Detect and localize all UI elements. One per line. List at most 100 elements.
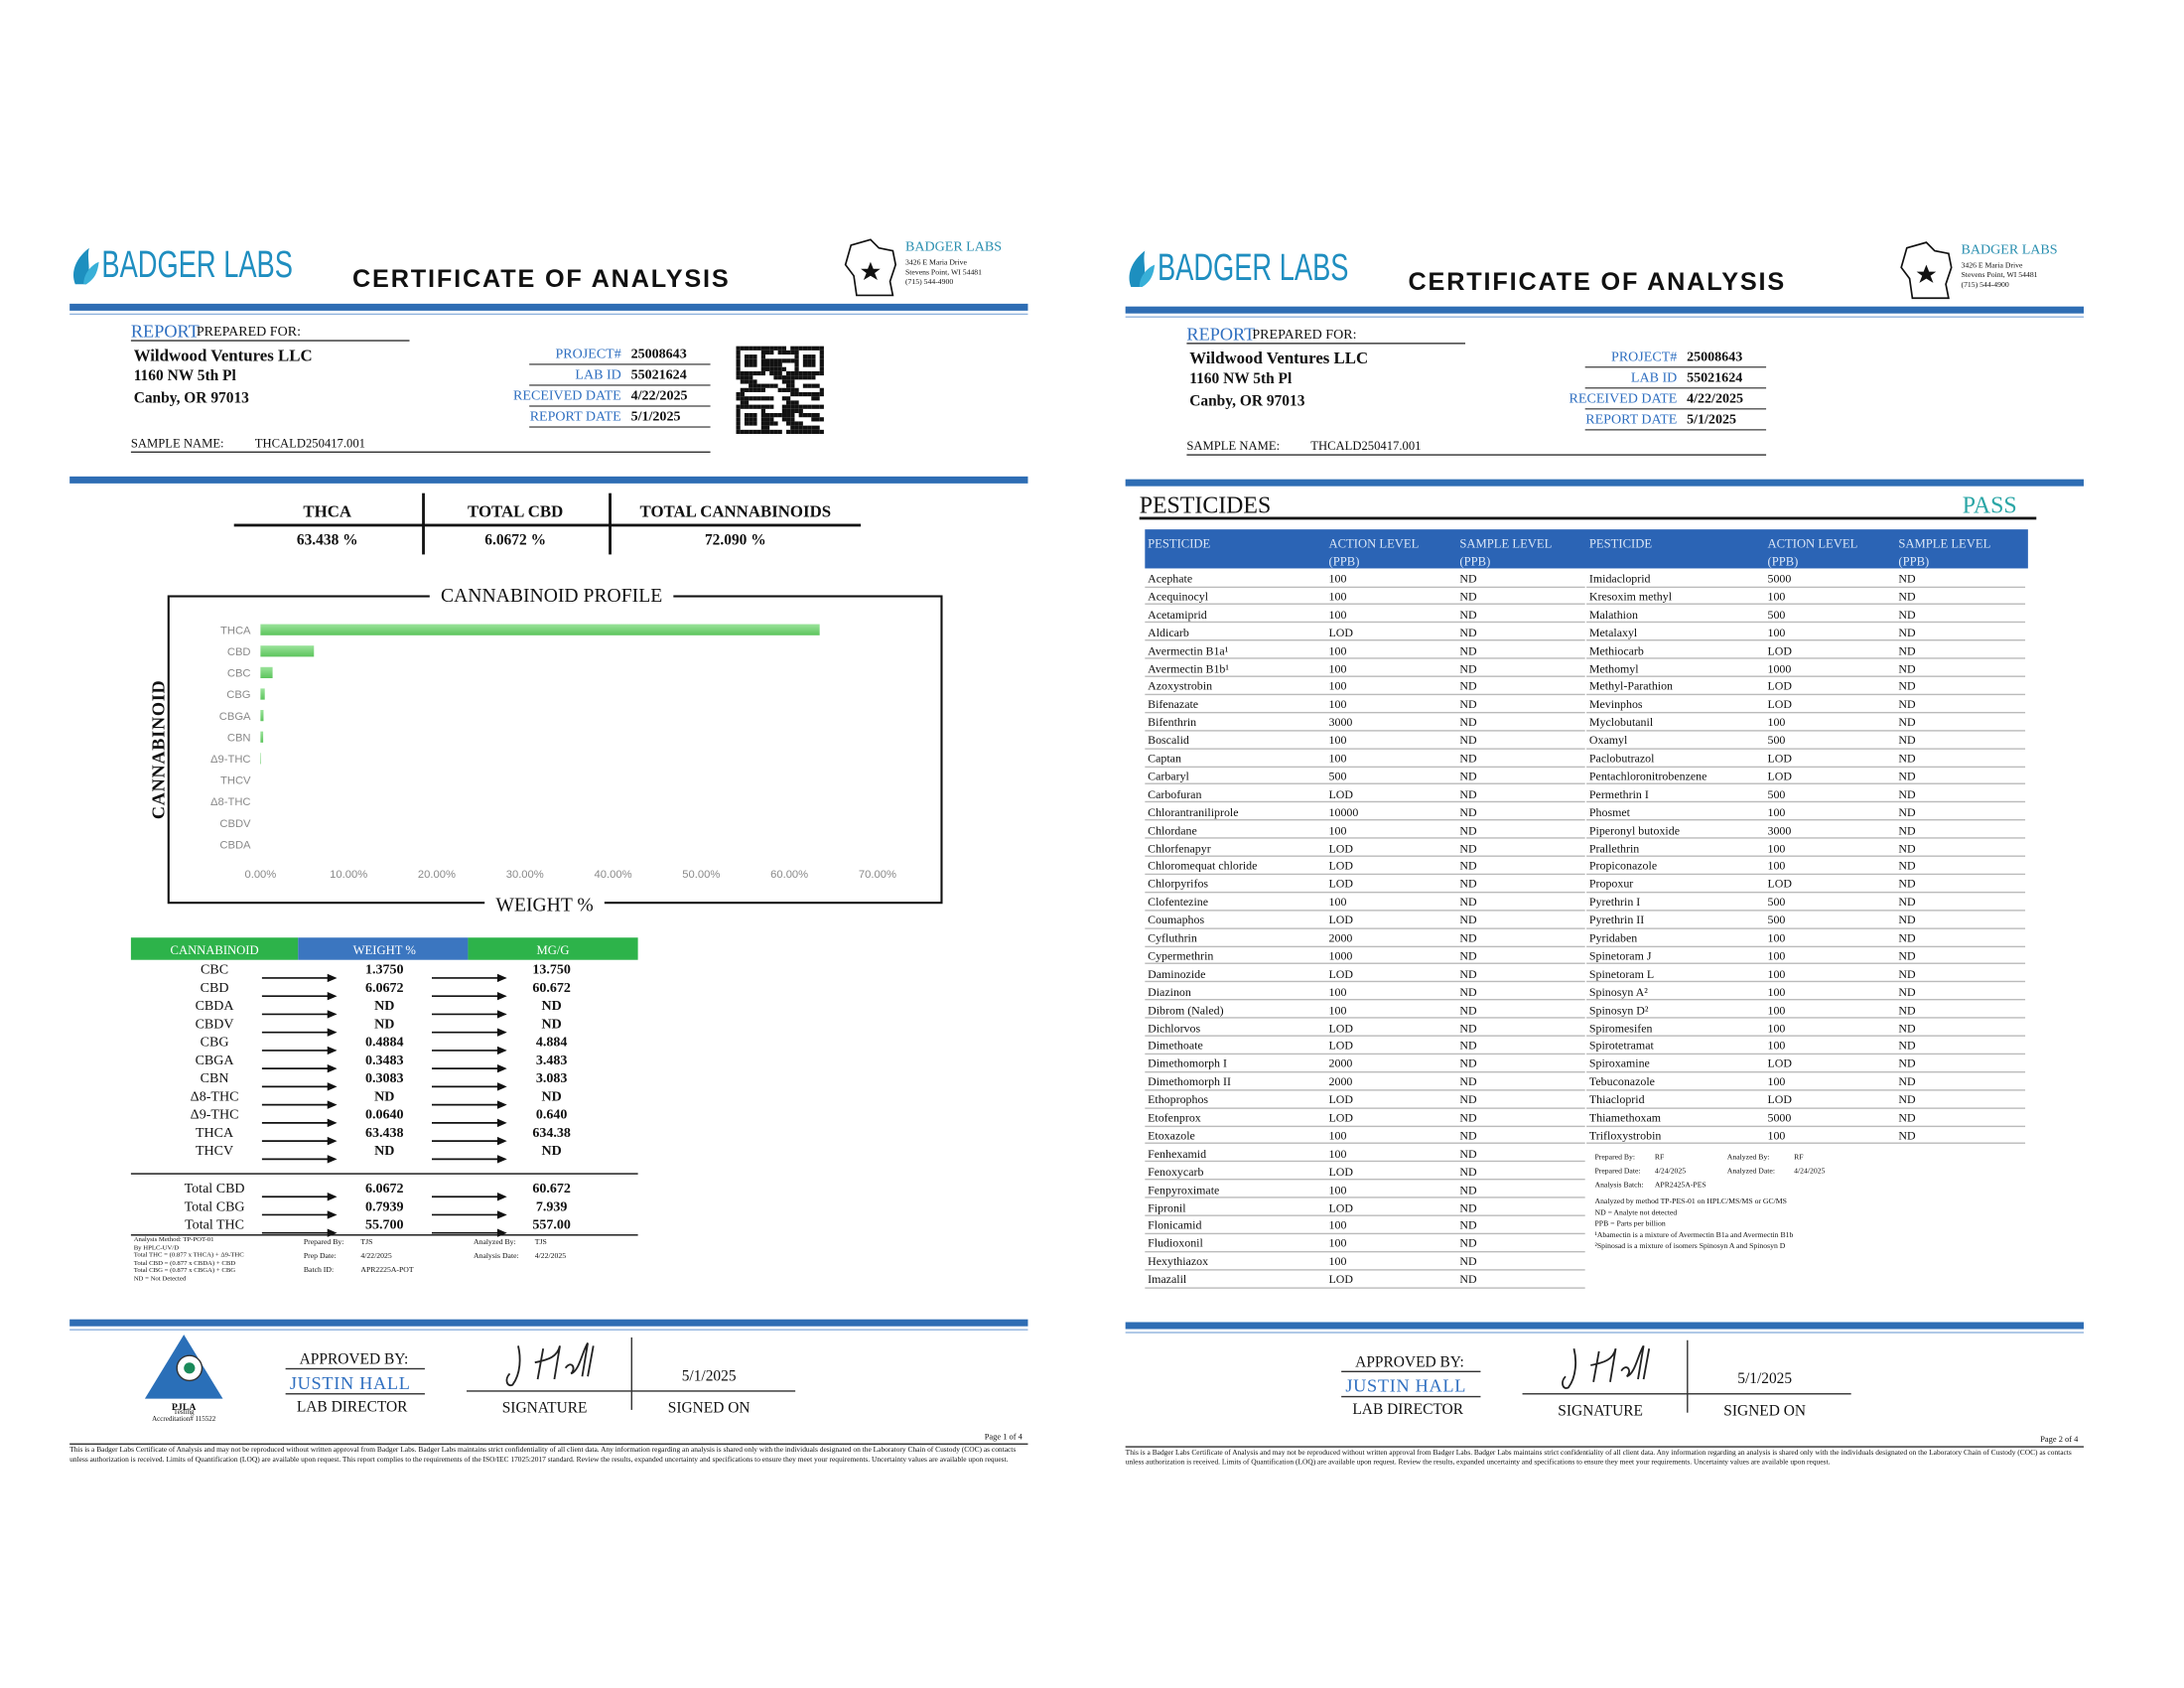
pesticide-name: Fenhexamid <box>1148 1146 1207 1161</box>
x-tick-label: 40.00% <box>595 869 632 881</box>
section-rule <box>1125 479 2084 487</box>
sample-level: ND <box>1898 895 1916 910</box>
cannabinoid-name: CBGA <box>195 1053 234 1069</box>
rule <box>1341 1395 1481 1398</box>
cannabinoid-name: CBC <box>201 962 229 978</box>
mg-value: 0.640 <box>535 1107 568 1123</box>
action-level: LOD <box>1328 1272 1354 1287</box>
arrow <box>261 1020 338 1037</box>
sample-level: ND <box>1898 822 1916 837</box>
action-level: LOD <box>1328 786 1354 801</box>
header-cell <box>468 937 638 960</box>
x-tick-label: 30.00% <box>506 869 544 881</box>
field-rule <box>529 426 711 428</box>
field-rule <box>529 405 711 407</box>
weight-value: 1.3750 <box>364 962 404 978</box>
field-value: 55021624 <box>630 367 687 383</box>
action-level: LOD <box>1767 769 1793 783</box>
meta-label: Prepared Date: <box>1594 1167 1641 1177</box>
pesticide-name: Acephate <box>1148 571 1193 586</box>
action-level: 100 <box>1328 589 1347 604</box>
arrow <box>261 1110 338 1128</box>
sample-level: ND <box>1898 1002 1916 1017</box>
meta-value: APR2425A-PES <box>1654 1181 1706 1191</box>
arrow <box>261 1202 338 1219</box>
pesticide-name: Dimethomorph II <box>1148 1074 1231 1089</box>
cannabinoid-name: Δ8-THC <box>190 1089 239 1105</box>
summary-value: 72.090 % <box>704 531 766 549</box>
row-rule <box>1145 873 1585 875</box>
mg-value: 60.672 <box>532 980 571 997</box>
arrow-icon <box>261 1210 338 1219</box>
action-level: 3000 <box>1767 822 1792 837</box>
client-line: Canby, OR 97013 <box>133 389 249 407</box>
pesticide-name: Fludioxonil <box>1148 1235 1203 1250</box>
field-value: 4/22/2025 <box>630 388 688 404</box>
action-level: 100 <box>1328 678 1347 693</box>
action-level: 100 <box>1767 840 1786 855</box>
pesticide-name: Captan <box>1148 751 1181 766</box>
row-rule <box>1586 909 2026 911</box>
field-rule <box>1584 408 1767 410</box>
sample-level: ND <box>1459 589 1477 604</box>
row-rule <box>1145 765 1585 767</box>
report-label: REPORT <box>130 320 200 342</box>
action-level: 500 <box>1767 895 1786 910</box>
mg-value: ND <box>541 1017 562 1033</box>
summary-value: 6.0672 % <box>484 531 546 549</box>
sample-level: ND <box>1459 660 1477 675</box>
lab-address: 3426 E Maria Drive <box>904 258 967 268</box>
arrow <box>431 1110 507 1128</box>
action-level: 100 <box>1328 1217 1347 1232</box>
weight-value: 6.0672 <box>364 980 404 997</box>
chart-title: CANNABINOID PROFILE <box>429 585 674 611</box>
row-rule <box>1145 1124 1585 1126</box>
action-level: LOD <box>1328 1164 1354 1179</box>
arrow-icon <box>431 973 507 983</box>
action-level: LOD <box>1767 1055 1793 1070</box>
action-level: 100 <box>1767 1020 1786 1035</box>
field-rule <box>529 363 711 365</box>
row-rule <box>1586 657 2026 659</box>
pesticide-name: Boscalid <box>1148 733 1189 748</box>
row-rule <box>1145 855 1585 857</box>
y-tick-label: CBG <box>226 689 250 701</box>
action-level: 100 <box>1767 804 1786 819</box>
arrow-icon <box>431 1100 507 1109</box>
pesticide-name: Flonicamid <box>1148 1217 1202 1232</box>
pjla-mark <box>144 1335 223 1399</box>
lab-address: BADGER LABS <box>904 239 1003 255</box>
pesticide-name: Chlorantraniliprole <box>1148 804 1239 819</box>
pesticide-name: Pyrethrin II <box>1588 913 1645 927</box>
pesticide-name: Pyrethrin I <box>1588 895 1641 910</box>
sample-level: ND <box>1459 984 1477 999</box>
action-level: LOD <box>1767 1092 1793 1107</box>
pesticide-name: Avermectin B1a¹ <box>1148 642 1229 657</box>
sample-level: ND <box>1898 1074 1916 1089</box>
action-level: 3000 <box>1328 715 1353 730</box>
pesticide-name: Methomyl <box>1588 660 1639 675</box>
sample-level: ND <box>1898 1038 1916 1053</box>
pesticide-name: Coumaphos <box>1148 913 1205 927</box>
meta-value: 4/24/2025 <box>1654 1167 1687 1177</box>
action-level: 100 <box>1767 930 1786 945</box>
arrow <box>261 1185 338 1201</box>
arrow <box>431 1147 507 1164</box>
document-title: CERTIFICATE OF ANALYSIS <box>1408 267 1787 296</box>
row-rule <box>1586 729 2026 731</box>
action-level: LOD <box>1328 913 1354 927</box>
method-note: By HPLC-UV/D <box>133 1244 180 1252</box>
row-rule <box>1145 1214 1585 1216</box>
lab-address: (715) 544-4900 <box>904 278 954 288</box>
page: BADGER LABS CERTIFICATE OF ANALYSIS BADGER… <box>1125 239 2087 1493</box>
sample-level: ND <box>1459 1235 1477 1250</box>
action-level: LOD <box>1328 858 1354 873</box>
action-level: 100 <box>1767 1002 1786 1017</box>
action-level: LOD <box>1328 1199 1354 1214</box>
row-rule <box>1145 693 1585 695</box>
action-level: 100 <box>1328 1254 1347 1269</box>
y-tick-label: CBDA <box>219 839 251 851</box>
rule <box>285 1393 425 1395</box>
pesticide-name: Paclobutrazol <box>1588 751 1655 766</box>
cannabinoid-name: CBN <box>200 1070 229 1087</box>
